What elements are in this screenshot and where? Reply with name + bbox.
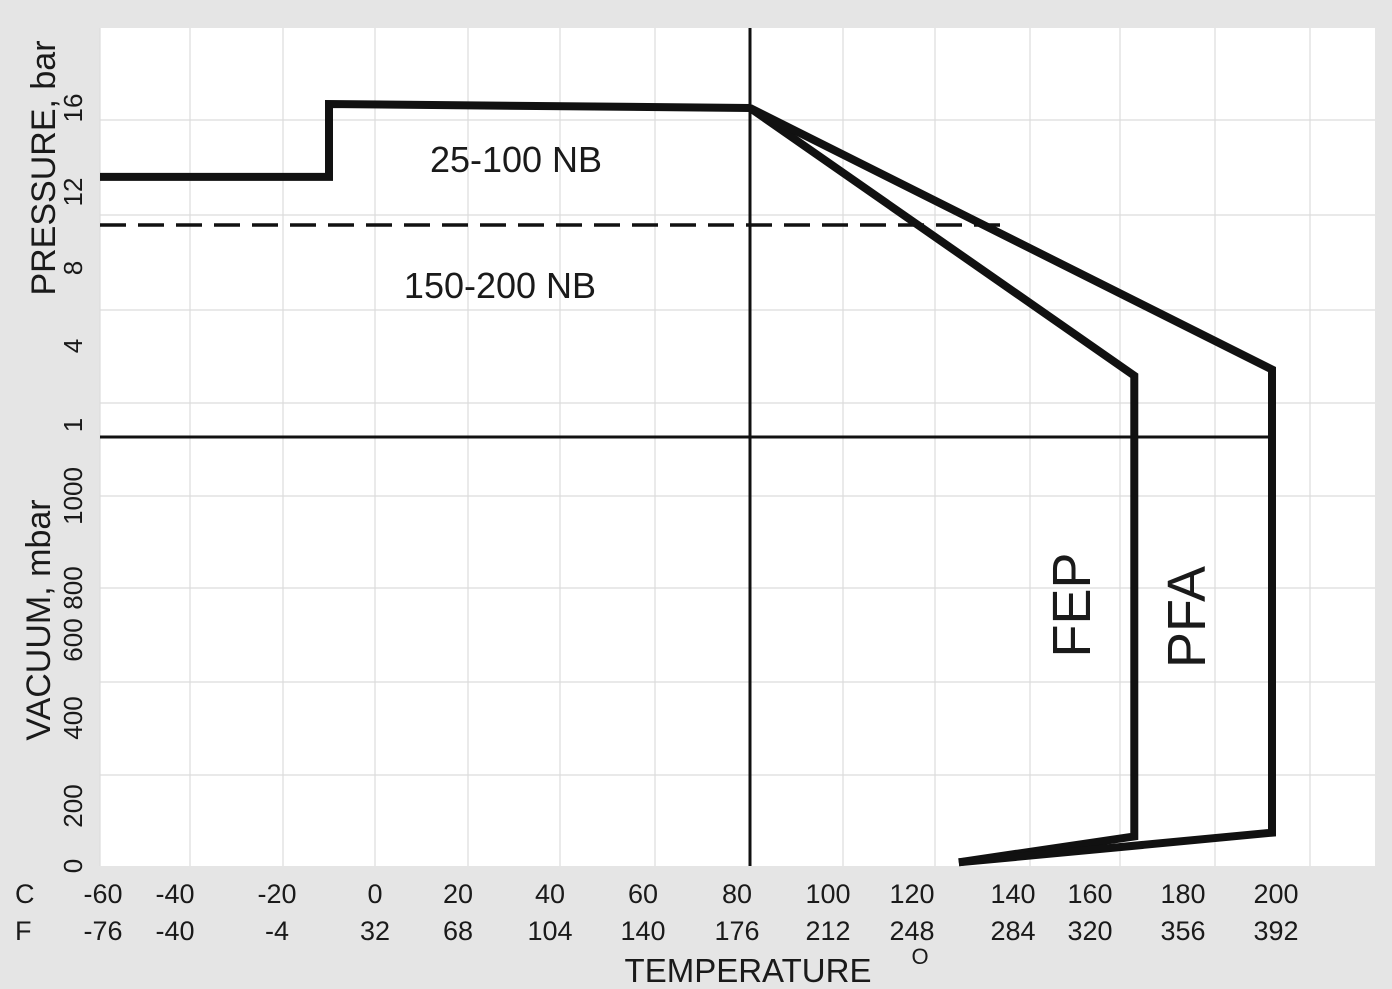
x-tick-label-c: 140	[990, 879, 1035, 909]
x-tick-label-f: 356	[1160, 916, 1205, 946]
y-tick-label-pressure: 4	[58, 339, 88, 353]
x-tick-label-c: 160	[1067, 879, 1112, 909]
x-tick-label-f: 68	[443, 916, 473, 946]
x-tick-label-f: 392	[1253, 916, 1298, 946]
x-tick-label-f: 176	[714, 916, 759, 946]
x-tick-label-f: 32	[360, 916, 390, 946]
x-tick-label-f: -4	[265, 916, 289, 946]
x-tick-label-f: -40	[155, 916, 194, 946]
y-tick-label-vacuum: 200	[58, 784, 88, 827]
x-tick-label-f: 320	[1067, 916, 1112, 946]
y-tick-label-pressure: 8	[58, 261, 88, 275]
x-tick-label-c: -40	[155, 879, 194, 909]
x-tick-label-c: 80	[722, 879, 752, 909]
y-tick-label-vacuum: 1000	[58, 467, 88, 525]
y-tick-label-vacuum: 600	[58, 618, 88, 661]
y-tick-label-vacuum: 0	[58, 859, 88, 873]
x-tick-label-c: -60	[83, 879, 122, 909]
labels-layer: -60 -40 -20 0 20 40 60 80 100 120 140 160 180 200-76-…	[15, 40, 1299, 989]
x-tick-label-f: -76	[83, 916, 122, 946]
series-fep	[747, 104, 1139, 867]
x-tick-label-c: 180	[1160, 879, 1205, 909]
x-tick-label-f: 284	[990, 916, 1035, 946]
y-tick-label-pressure: 16	[58, 94, 88, 123]
y-axis-title-pressure: PRESSURE, bar	[25, 40, 63, 295]
row-label-f: F	[15, 916, 32, 946]
x-tick-label-c: 120	[889, 879, 934, 909]
x-tick-label-c: 0	[367, 879, 382, 909]
x-tick-label-f: 140	[620, 916, 665, 946]
x-tick-label-f: 104	[527, 916, 572, 946]
y-axis-title-vacuum: VACUUM, mbar	[20, 499, 58, 740]
series-pfa	[748, 104, 1276, 867]
y-tick-label-vacuum: 800	[58, 566, 88, 609]
series-25-100-nb	[100, 99, 751, 181]
region-label-150-200-nb: 150-200 NB	[404, 265, 596, 306]
x-tick-label-c: 20	[443, 879, 473, 909]
series-layer	[100, 28, 1276, 867]
x-tick-label-c: -20	[257, 879, 296, 909]
y-tick-label-pressure: 12	[58, 178, 88, 207]
grid	[99, 28, 1375, 866]
row-label-c: C	[15, 879, 35, 909]
x-tick-label-f: 212	[805, 916, 850, 946]
series-label-fep: FEP	[1042, 552, 1102, 657]
x-axis-title: TEMPERATURE	[625, 952, 872, 989]
region-label-25-100-nb: 25-100 NB	[430, 139, 602, 180]
x-axis-degree-symbol: O	[911, 944, 928, 969]
series-label-pfa: PFA	[1157, 566, 1217, 668]
y-tick-label-pressure: 1	[58, 418, 88, 432]
x-tick-label-f: 248	[889, 916, 934, 946]
y-tick-label-vacuum: 400	[58, 696, 88, 739]
x-tick-label-c: 60	[628, 879, 658, 909]
x-tick-label-c: 100	[805, 879, 850, 909]
plot-area	[100, 28, 1375, 866]
x-tick-label-c: 200	[1253, 879, 1298, 909]
x-tick-label-c: 40	[535, 879, 565, 909]
